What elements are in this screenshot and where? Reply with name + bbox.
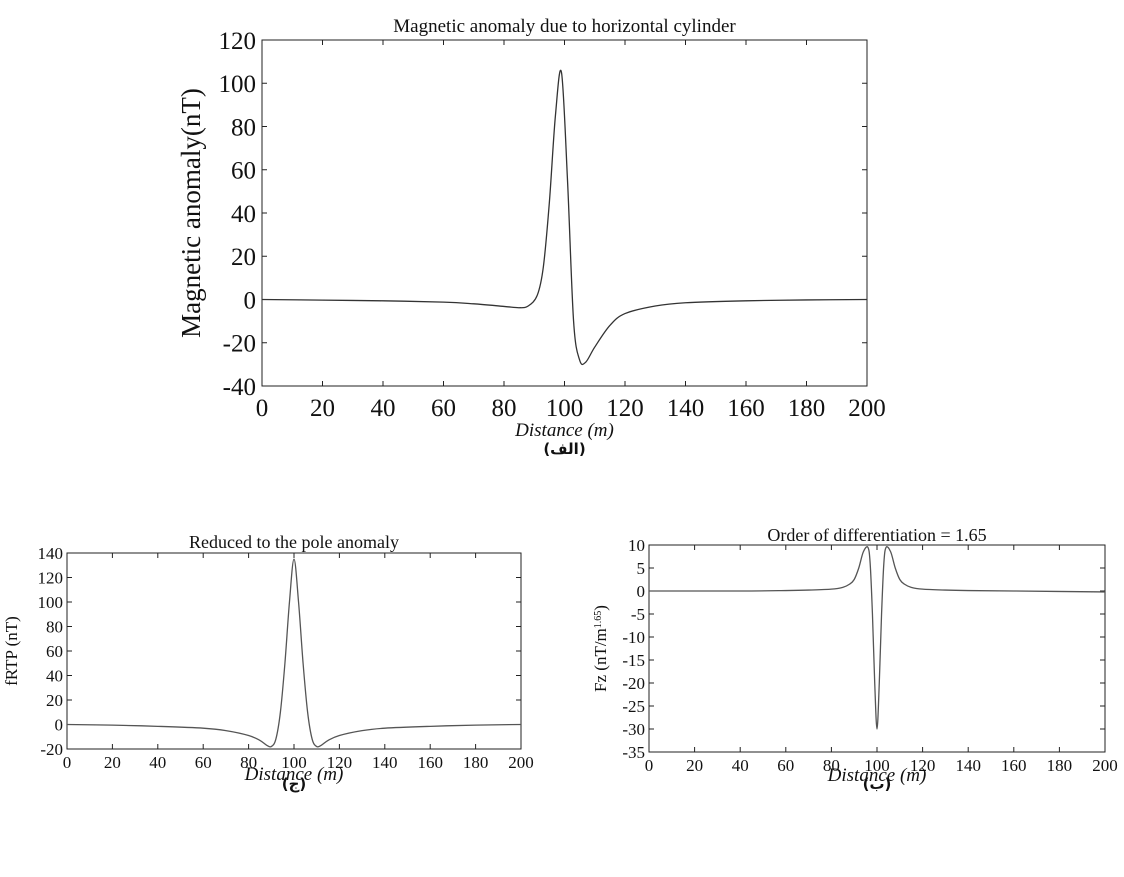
y-tick-label: 140 <box>38 544 64 563</box>
y-tick-label: -5 <box>631 605 645 624</box>
chart-bottom_left: 0 20 40 60 80 100 120 140 160 180 200-200204060801… <box>2 532 534 793</box>
panel-letter: (ب) <box>863 775 892 793</box>
y-axis-label: fRTP (nT) <box>2 616 21 686</box>
y-tick-label: -20 <box>622 674 645 693</box>
y-tick-label: 20 <box>231 244 256 271</box>
y-tick-label: -20 <box>40 740 63 759</box>
x-axis-label: Distance (m) <box>244 764 344 785</box>
x-tick-label: 160 <box>1001 756 1027 775</box>
x-tick-label: 200 <box>508 753 534 772</box>
y-tick-label: 40 <box>46 666 63 685</box>
chart-title: Order of differentiation = 1.65 <box>767 525 986 545</box>
x-tick-label: 60 <box>777 756 794 775</box>
y-tick-label: 20 <box>46 691 63 710</box>
x-tick-label: 0 <box>645 756 654 775</box>
plot-frame <box>648 544 1106 753</box>
y-tick-label: 60 <box>46 642 63 661</box>
x-axis-label: Distance (m) <box>514 420 614 441</box>
y-tick-label: 60 <box>231 158 256 185</box>
x-tick-label: 200 <box>1092 756 1118 775</box>
x-tick-label: 100 <box>281 753 307 772</box>
x-tick-label: 80 <box>492 395 517 422</box>
x-tick-label: 160 <box>727 395 765 422</box>
y-tick-label: 80 <box>46 617 63 636</box>
x-tick-label: 180 <box>463 753 489 772</box>
x-tick-label: 140 <box>372 753 398 772</box>
series-line <box>261 69 868 366</box>
y-tick-label: -25 <box>622 697 645 716</box>
y-tick-label: -20 <box>223 331 256 358</box>
x-tick-label: 60 <box>431 395 456 422</box>
y-tick-label: 0 <box>55 715 64 734</box>
x-tick-label: 120 <box>327 753 353 772</box>
y-tick-label: 100 <box>219 71 257 98</box>
x-tick-label: 200 <box>848 395 886 422</box>
x-tick-label: 20 <box>310 395 335 422</box>
x-tick-label: 0 <box>256 395 269 422</box>
x-tick-label: 40 <box>732 756 749 775</box>
x-tick-label: 40 <box>149 753 166 772</box>
x-tick-label: 20 <box>686 756 703 775</box>
y-axis-label: Fz (nT/m1.65) <box>591 605 610 692</box>
x-axis-label: Distance (m) <box>827 765 927 786</box>
chart-title: Magnetic anomaly due to horizontal cylin… <box>393 16 736 37</box>
x-tick-label: 100 <box>546 395 584 422</box>
x-tick-label: 120 <box>910 756 936 775</box>
y-axis-label: Magnetic anomaly(nT) <box>176 88 206 338</box>
x-tick-label: 0 <box>63 753 72 772</box>
y-tick-label: 100 <box>38 593 64 612</box>
y-tick-label: -15 <box>622 651 645 670</box>
y-tick-label: 40 <box>231 201 256 228</box>
x-tick-label: 160 <box>417 753 443 772</box>
panel-letter: (الف) <box>543 440 585 458</box>
x-tick-label: 60 <box>195 753 212 772</box>
x-tick-label: 40 <box>371 395 396 422</box>
chart-title: Reduced to the pole anomaly <box>189 532 399 552</box>
plot-frame <box>66 552 522 750</box>
x-tick-label: 100 <box>864 756 890 775</box>
y-tick-label: -10 <box>622 628 645 647</box>
y-tick-label: -40 <box>223 374 256 401</box>
y-tick-label: 120 <box>219 28 257 55</box>
y-tick-label: -30 <box>622 720 645 739</box>
x-tick-label: 80 <box>823 756 840 775</box>
y-tick-label: 120 <box>38 568 64 587</box>
y-tick-label: 5 <box>637 559 646 578</box>
x-tick-label: 80 <box>240 753 257 772</box>
y-tick-label: 80 <box>231 114 256 141</box>
chart-top: 0 20 40 60 80 100 120 140 160 180 200 -40 -20 0 20 40 60… <box>176 16 886 458</box>
y-tick-label: -35 <box>622 743 645 762</box>
x-tick-label: 120 <box>606 395 644 422</box>
x-tick-label: 140 <box>955 756 981 775</box>
x-tick-label: 180 <box>1047 756 1073 775</box>
y-axis-label-exponent: 1.65 <box>593 611 604 629</box>
series-line <box>66 558 522 748</box>
panel-letter: (ج) <box>282 775 307 793</box>
y-axis-label-suffix: ) <box>591 605 610 611</box>
series-line <box>648 546 1106 730</box>
plot-frame <box>261 39 868 387</box>
x-tick-label: 180 <box>788 395 826 422</box>
y-tick-label: 10 <box>628 536 645 555</box>
y-tick-label: 0 <box>244 287 257 314</box>
x-tick-label: 20 <box>104 753 121 772</box>
y-tick-label: 0 <box>637 582 646 601</box>
x-tick-label: 140 <box>667 395 705 422</box>
chart-bottom_right: 0 20 40 60 80 100 120 140 160 180 200-35-30-25-20-… <box>591 525 1118 793</box>
